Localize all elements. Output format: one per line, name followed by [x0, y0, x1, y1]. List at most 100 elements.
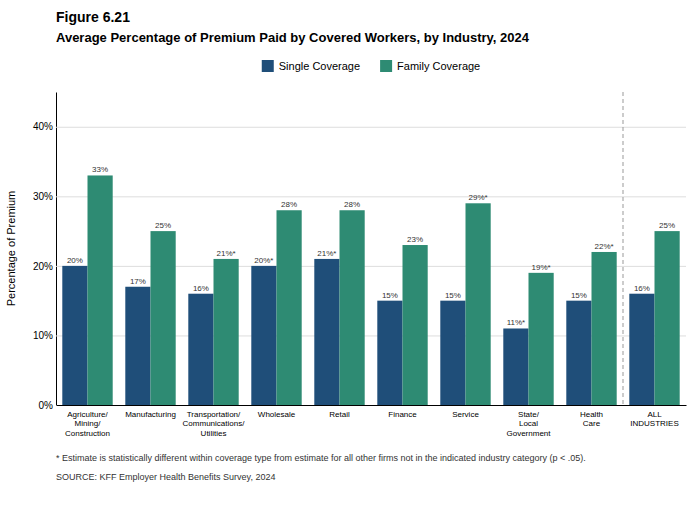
x-tick-label-line: State/	[518, 410, 540, 419]
x-tick-label-line: Mining/	[75, 419, 102, 428]
x-tick-label-line: Local	[519, 419, 538, 428]
annotation: SOURCE: KFF Employer Health Benefits Sur…	[56, 472, 275, 482]
x-tick-label: Finance	[388, 410, 417, 419]
bar	[466, 203, 491, 405]
data-labels: 20%17%16%20%*21%*15%15%11%*15%16%33%25%2…	[67, 165, 675, 327]
x-tick: Service	[452, 410, 479, 419]
x-tick-label-line: Construction	[65, 429, 110, 438]
data-label: 23%	[407, 235, 423, 244]
x-tick-label-line: Finance	[388, 410, 417, 419]
bars	[62, 92, 679, 405]
data-label: 22%*	[595, 242, 614, 251]
x-axis-line	[57, 405, 687, 406]
bar	[440, 301, 465, 405]
annotation-line: * Estimate is statistically different wi…	[56, 453, 586, 463]
bar	[592, 252, 617, 405]
x-tick: Finance	[388, 410, 417, 419]
x-tick-label-line: Service	[452, 410, 479, 419]
x-tick: Wholesale	[258, 410, 296, 419]
separator	[623, 92, 624, 405]
bar	[503, 328, 528, 405]
legend-label: Single Coverage	[279, 60, 360, 72]
x-tick-label-line: Communications/	[183, 419, 246, 428]
data-label: 25%	[659, 221, 675, 230]
legend-label: Family Coverage	[397, 60, 480, 72]
x-tick-label-line: Manufacturing	[125, 410, 176, 419]
x-tick-label-line: Utilities	[201, 429, 227, 438]
bar	[566, 301, 591, 405]
bar	[655, 231, 680, 405]
legend-item: Family Coverage	[380, 60, 480, 72]
x-tick-label: Service	[452, 410, 479, 419]
legend-swatch	[380, 60, 392, 72]
bar	[340, 210, 365, 405]
bar	[377, 301, 402, 405]
x-tick-label: Wholesale	[258, 410, 296, 419]
data-label: 15%	[445, 291, 461, 300]
title: Figure 6.21	[56, 9, 130, 25]
data-label: 33%	[92, 165, 108, 174]
y-axis-line	[56, 93, 57, 406]
data-label: 20%*	[254, 256, 273, 265]
x-tick: Manufacturing	[125, 410, 176, 419]
x-tick: State/LocalGovernment	[506, 410, 551, 438]
legend-swatch	[262, 60, 274, 72]
data-label: 17%	[130, 277, 146, 286]
data-label: 19%*	[532, 263, 551, 272]
x-tick: Agriculture/Mining/Construction	[65, 410, 110, 438]
y-tick-label: 10%	[33, 330, 53, 341]
x-tick-label-line: Government	[506, 429, 551, 438]
subtitle: Average Percentage of Premium Paid by Co…	[56, 30, 530, 45]
grid-line	[56, 405, 686, 406]
x-tick-label: Transportation/Communications/Utilities	[183, 410, 246, 438]
data-label: 16%	[193, 284, 209, 293]
x-tick-label-line: Retail	[329, 410, 350, 419]
legend: Single Coverage Family Coverage	[262, 60, 480, 72]
plot: 0%10%20%30%40%Agriculture/Mining/Constru…	[33, 92, 687, 438]
x-tick-label-line: INDUSTRIES	[630, 419, 678, 428]
bar	[214, 259, 239, 405]
data-label: 25%	[155, 221, 171, 230]
x-tick-label-line: ALL	[647, 410, 662, 419]
x-tick-label: State/LocalGovernment	[506, 410, 551, 438]
data-label: 15%	[571, 291, 587, 300]
x-tick: HealthCare	[580, 410, 603, 429]
x-tick: ALLINDUSTRIES	[630, 410, 678, 429]
x-tick-label: Agriculture/Mining/Construction	[65, 410, 110, 438]
x-tick-label-line: Transportation/	[187, 410, 241, 419]
y-tick-label: 30%	[33, 191, 53, 202]
x-tick-label-line: Agriculture/	[67, 410, 108, 419]
x-tick-label: Manufacturing	[125, 410, 176, 419]
bar	[251, 266, 276, 405]
bar	[277, 210, 302, 405]
bar	[403, 245, 428, 405]
x-tick-label: Retail	[329, 410, 350, 419]
y-axis: 0%10%20%30%40%	[33, 93, 686, 411]
x-tick: Retail	[329, 410, 350, 419]
data-label: 15%	[382, 291, 398, 300]
data-label: 21%*	[217, 249, 236, 258]
x-tick-label-line: Wholesale	[258, 410, 296, 419]
bar	[314, 259, 339, 405]
data-label: 29%*	[469, 193, 488, 202]
bar	[188, 294, 213, 405]
x-tick-label-line: Health	[580, 410, 603, 419]
series	[88, 175, 680, 405]
data-label: 11%*	[507, 318, 526, 327]
y-tick: 40%	[33, 121, 686, 132]
data-label: 28%	[344, 200, 360, 209]
grid-line	[56, 196, 686, 197]
bar	[62, 266, 87, 405]
bar	[88, 175, 113, 405]
data-label: 20%	[67, 256, 83, 265]
annotation: * Estimate is statistically different wi…	[56, 453, 586, 463]
x-tick-label: HealthCare	[580, 410, 603, 429]
bar	[151, 231, 176, 405]
bar	[529, 273, 554, 405]
x-tick-label-line: Care	[583, 419, 601, 428]
y-tick-label: 20%	[33, 261, 53, 272]
data-label: 28%	[281, 200, 297, 209]
annotation-line: SOURCE: KFF Employer Health Benefits Sur…	[56, 472, 275, 482]
chart: Figure 6.21 Average Percentage of Premium…	[0, 0, 698, 525]
data-label: 21%*	[317, 249, 336, 258]
